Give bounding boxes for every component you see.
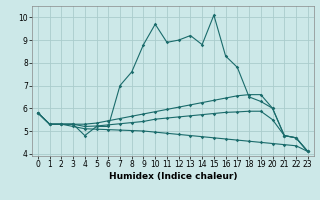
X-axis label: Humidex (Indice chaleur): Humidex (Indice chaleur) (108, 172, 237, 181)
